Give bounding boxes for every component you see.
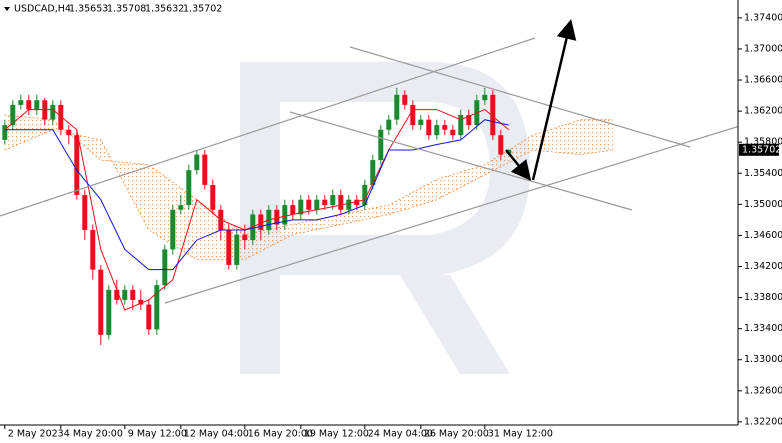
symbol: USDCAD,H4 [14, 4, 71, 15]
y-tick-label: 1.35000 [744, 199, 782, 210]
candle-body [170, 209, 176, 250]
candle-body [434, 125, 440, 136]
watermark [240, 62, 530, 374]
candle-body [378, 129, 384, 161]
candle-body [210, 184, 216, 210]
y-tick-label: 1.37400 [744, 12, 782, 23]
candle-body [482, 94, 488, 101]
candle-body [114, 289, 120, 300]
candle-body [178, 205, 184, 210]
y-tick-label: 1.32200 [744, 416, 782, 427]
y-tick-label: 1.34600 [744, 230, 782, 241]
x-tick-label: 2 May 2023 [8, 429, 64, 440]
candle-body [250, 214, 256, 241]
candle-body [354, 199, 360, 206]
price-axis-bg [738, 0, 782, 443]
y-tick-label: 1.35800 [744, 137, 782, 148]
candle-body [418, 119, 424, 126]
candle-body [490, 94, 496, 136]
candle-body [186, 170, 192, 206]
candle-body [2, 125, 8, 140]
indicator-line [4, 109, 510, 311]
candle-body [58, 104, 64, 130]
candle-body [66, 129, 72, 136]
candle-body [274, 209, 280, 225]
candle-body [82, 195, 88, 230]
candle-body [202, 154, 208, 185]
candle-body [394, 94, 400, 120]
low-value: 1.35632 [145, 4, 184, 15]
y-tick-label: 1.33400 [744, 323, 782, 334]
cloud-fill [4, 114, 613, 260]
header: USDCAD,H4 1.35653 1.35708 1.35632 1.3570… [4, 4, 222, 15]
candle-body [498, 135, 504, 155]
y-tick-label: 1.32600 [744, 385, 782, 396]
candle-body [290, 205, 296, 215]
candle-body [314, 199, 320, 210]
cloud-span [4, 114, 613, 236]
candle-body [34, 100, 40, 110]
candle-body [18, 100, 24, 105]
open-value: 1.35653 [69, 4, 108, 15]
candle-body [282, 205, 288, 225]
candle-body [410, 104, 416, 126]
candle-body [386, 119, 392, 130]
y-tick-label: 1.37000 [744, 43, 782, 54]
candle-body [338, 195, 344, 210]
y-tick-label: 1.34200 [744, 261, 782, 272]
candle-body [154, 285, 160, 330]
x-tick-label: 12 May 04:00 [184, 429, 249, 440]
candle-body [194, 154, 200, 171]
x-tick-label: 4 May 20:00 [64, 429, 123, 440]
current-price-label: 1.35702 [742, 144, 781, 155]
high-value: 1.35708 [107, 4, 146, 15]
candle-body [234, 234, 240, 265]
candle-body [122, 289, 128, 300]
candle-body [426, 119, 432, 136]
x-tick-label: 24 May 04:00 [368, 429, 433, 440]
candle-body [162, 249, 168, 286]
candle-body [322, 199, 328, 206]
candle-body [146, 304, 152, 330]
candle-body [90, 229, 96, 270]
candle-body [74, 135, 80, 196]
y-tick-label: 1.36200 [744, 106, 782, 117]
candle-body [466, 114, 472, 126]
candle-body [402, 94, 408, 105]
current-price-box [739, 143, 779, 156]
candle-body [450, 129, 456, 136]
candle-body [306, 199, 312, 210]
y-tick-label: 1.33800 [744, 292, 782, 303]
candle-body [106, 289, 112, 335]
candle-body [330, 195, 336, 206]
x-tick-label: 16 May 20:00 [248, 429, 313, 440]
candle-body [130, 289, 136, 300]
candle-body [10, 104, 16, 126]
y-tick-label: 1.33000 [744, 354, 782, 365]
candle-body [458, 114, 464, 136]
candle-body [442, 125, 448, 130]
x-tick-label: 26 May 20:00 [424, 429, 489, 440]
x-tick-label: 9 May 12:00 [128, 429, 187, 440]
cloud-span [4, 129, 613, 260]
x-tick-label: 19 May 12:00 [304, 429, 369, 440]
candle-body [370, 160, 376, 185]
candle-body [258, 214, 264, 230]
close-value: 1.35702 [183, 4, 222, 15]
indicator-line [4, 119, 509, 271]
candle-body [226, 229, 232, 265]
candle-body [138, 299, 144, 305]
y-tick-label: 1.36600 [744, 75, 782, 86]
trend-lines [0, 19, 782, 304]
candle-body [26, 100, 32, 110]
candle-body [50, 104, 56, 120]
y-tick-label: 1.35400 [744, 168, 782, 179]
candle-body [298, 199, 304, 215]
candle-body [362, 184, 368, 206]
candle-body [242, 234, 248, 241]
candle-body [346, 199, 352, 210]
x-tick-label: 31 May 12:00 [488, 429, 553, 440]
candle-body [98, 269, 104, 335]
